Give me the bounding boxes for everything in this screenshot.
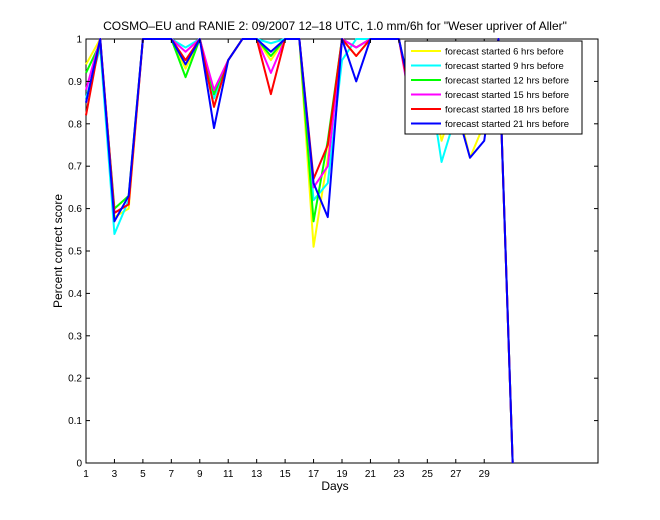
x-tick-label: 23 [393,469,405,480]
legend-box [404,40,583,135]
y-tick-label: 0.6 [68,204,82,215]
y-tick-label: 0.8 [68,119,82,130]
legend-label-6: forecast started 21 hrs before [445,119,569,130]
x-axis-label: Days [321,479,348,493]
x-tick-label: 3 [112,469,118,480]
x-tick-label: 15 [280,469,292,480]
y-tick-label: 0.4 [68,289,82,300]
x-tick-label: 27 [450,469,462,480]
x-tick-label: 19 [336,469,348,480]
legend-label-5: forecast started 18 hrs before [445,105,569,116]
x-tick-label: 17 [308,469,320,480]
y-axis-label: Percent correct score [51,194,65,308]
y-tick-label: 0.1 [68,416,82,427]
y-axis-ticks: 0 0.1 0.2 0.3 0.4 0.5 0.6 0.7 0.8 0.9 1 [68,35,598,470]
x-tick-label: 13 [251,469,263,480]
chart-title: COSMO–EU and RANIE 2: 09/2007 12–18 UTC,… [103,19,567,33]
legend-label-2: forecast started 9 hrs before [445,61,564,72]
x-tick-label: 5 [140,469,146,480]
x-axis-ticks: 1 3 5 7 9 11 13 15 17 19 21 23 25 27 29 [83,39,490,480]
x-tick-label: 11 [223,469,234,480]
legend-label-1: forecast started 6 hrs before [445,47,564,58]
y-tick-label: 0.2 [68,374,82,385]
legend: forecast started 6 hrs before forecast st… [404,40,583,135]
y-tick-label: 0.9 [68,77,82,88]
x-tick-label: 25 [422,469,434,480]
y-tick-label: 0.7 [68,162,82,173]
x-tick-label: 29 [479,469,491,480]
legend-label-3: forecast started 12 hrs before [445,76,569,87]
x-tick-label: 21 [365,469,377,480]
y-tick-label: 0.5 [68,247,82,258]
x-tick-label: 1 [83,469,89,480]
y-tick-label: 0.3 [68,331,82,342]
legend-label-4: forecast started 15 hrs before [445,90,569,101]
y-tick-label: 0 [76,459,82,470]
y-tick-label: 1 [76,35,82,46]
x-tick-label: 7 [169,469,175,480]
x-tick-label: 9 [197,469,203,480]
